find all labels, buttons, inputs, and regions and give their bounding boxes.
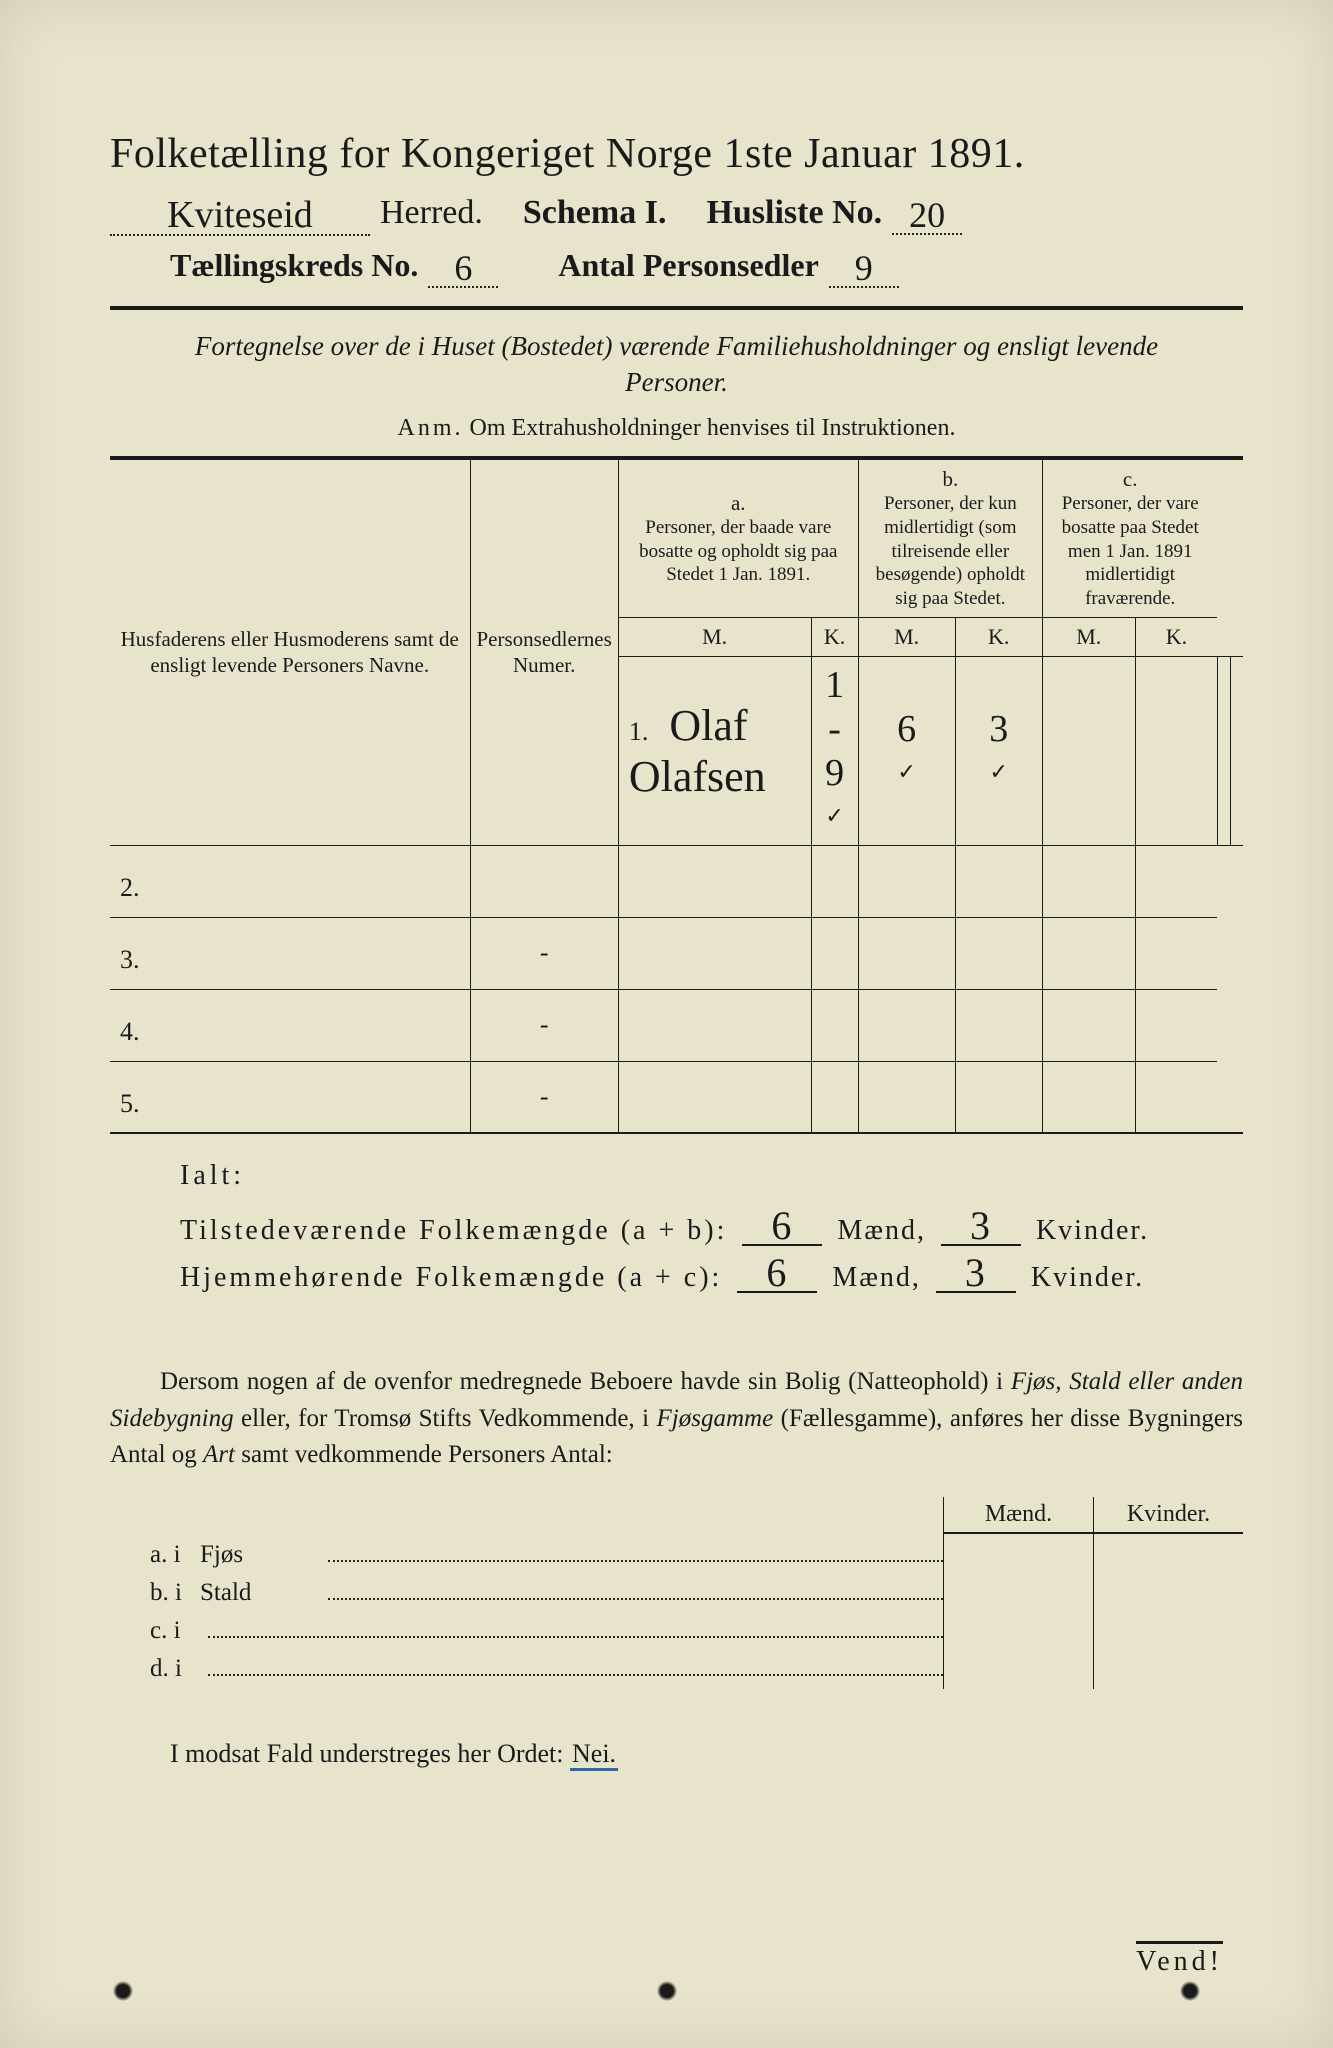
row2-numer [470,845,618,917]
table-row: 4. - [110,989,1243,1061]
col-c-m: M. [1042,617,1135,656]
husliste-value: 20 [892,197,962,235]
antal-value: 9 [829,250,899,288]
col-a-header: a. Personer, der baade vare bosatte og o… [618,458,858,618]
row3-numer: - [470,917,618,989]
census-table: Husfaderens eller Husmoderens samt de en… [110,456,1243,1135]
census-form-page: Folketælling for Kongeriget Norge 1ste J… [0,0,1333,2048]
sum1-k: 3 [941,1208,1021,1246]
row1-a-m: 6✓ [858,656,955,845]
bt-col-kvinder: Kvinder. [1093,1497,1243,1689]
bt-row-c: c. i [150,1613,943,1645]
husliste-label: Husliste No. [706,194,882,232]
col-names-header: Husfaderens eller Husmoderens samt de en… [110,458,470,846]
row1-numer: 1 - 9✓ [811,656,858,845]
row3-num: 3. [120,945,140,974]
row1-name: 1. Olaf Olafsen [618,656,811,845]
vend-label: Vend! [1136,1941,1223,1978]
building-table: a. i Fjøs b. i Stald c. i d. i Mænd. Kvi… [110,1497,1243,1689]
row1-b-m [1042,656,1135,845]
row1-c-m [1217,656,1230,845]
nei-word: Nei. [570,1739,618,1771]
sum1-m: 6 [742,1208,822,1246]
col-b-m: M. [858,617,955,656]
table-row: 5. - [110,1061,1243,1133]
row1-a-k: 3✓ [955,656,1042,845]
nei-line: I modsat Fald understreges her Ordet: Ne… [110,1739,1243,1769]
row5-numer: - [470,1061,618,1133]
bt-row-a: a. i Fjøs [150,1537,943,1569]
col-a-k: K. [811,617,858,656]
punch-hole-icon [654,1978,680,2004]
herred-label: Herred. [380,194,483,232]
anm-text: Om Extrahusholdninger henvises til Instr… [470,415,956,441]
totals-block: Ialt: Tilstedeværende Folkemængde (a + b… [110,1160,1243,1294]
anm-line: Anm. Om Extrahusholdninger henvises til … [110,415,1243,442]
ialt-title: Ialt: [180,1160,1243,1192]
punch-hole-icon [1177,1978,1203,2004]
antal-label: Antal Personsedler [558,247,818,284]
col-b-header: b. Personer, der kun midlertidigt (som t… [858,458,1042,618]
row4-num: 4. [120,1017,140,1046]
row5-num: 5. [120,1089,140,1118]
table-row: 3. - [110,917,1243,989]
herred-value: Kviteseid [110,196,370,236]
punch-hole-icon [110,1978,136,2004]
col-numer-header: Personsedlernes Numer. [470,458,618,846]
subtitle: Fortegnelse over de i Huset (Bostedet) v… [150,328,1203,401]
sum-line-2: Hjemmehørende Folkemængde (a + c): 6 Mæn… [180,1255,1243,1294]
kreds-label: Tællingskreds No. [170,247,418,284]
kreds-value: 6 [428,250,498,288]
bt-col-maend: Mænd. [944,1497,1093,1689]
row1-b-k [1135,656,1217,845]
row1-c-k [1230,656,1243,845]
row4-numer: - [470,989,618,1061]
anm-label: Anm. [398,415,464,441]
instruction-paragraph: Dersom nogen af de ovenfor medregnede Be… [110,1364,1243,1473]
col-c-k: K. [1135,617,1217,656]
table-row: 2. [110,845,1243,917]
header-line-3: Tællingskreds No. 6 Antal Personsedler 9 [110,246,1243,284]
schema-label: Schema I. [523,194,667,232]
col-c-header: c. Personer, der vare bosatte paa Stedet… [1042,458,1217,618]
divider [110,306,1243,310]
page-title: Folketælling for Kongeriget Norge 1ste J… [110,130,1243,178]
bt-row-d: d. i [150,1651,943,1683]
header-line-2: Kviteseid Herred. Schema I. Husliste No.… [110,192,1243,232]
col-a-m: M. [618,617,811,656]
col-b-k: K. [955,617,1042,656]
sum2-k: 3 [936,1255,1016,1293]
sum2-m: 6 [737,1255,817,1293]
sum-line-1: Tilstedeværende Folkemængde (a + b): 6 M… [180,1208,1243,1247]
row2-num: 2. [120,873,140,902]
bt-row-b: b. i Stald [150,1575,943,1607]
